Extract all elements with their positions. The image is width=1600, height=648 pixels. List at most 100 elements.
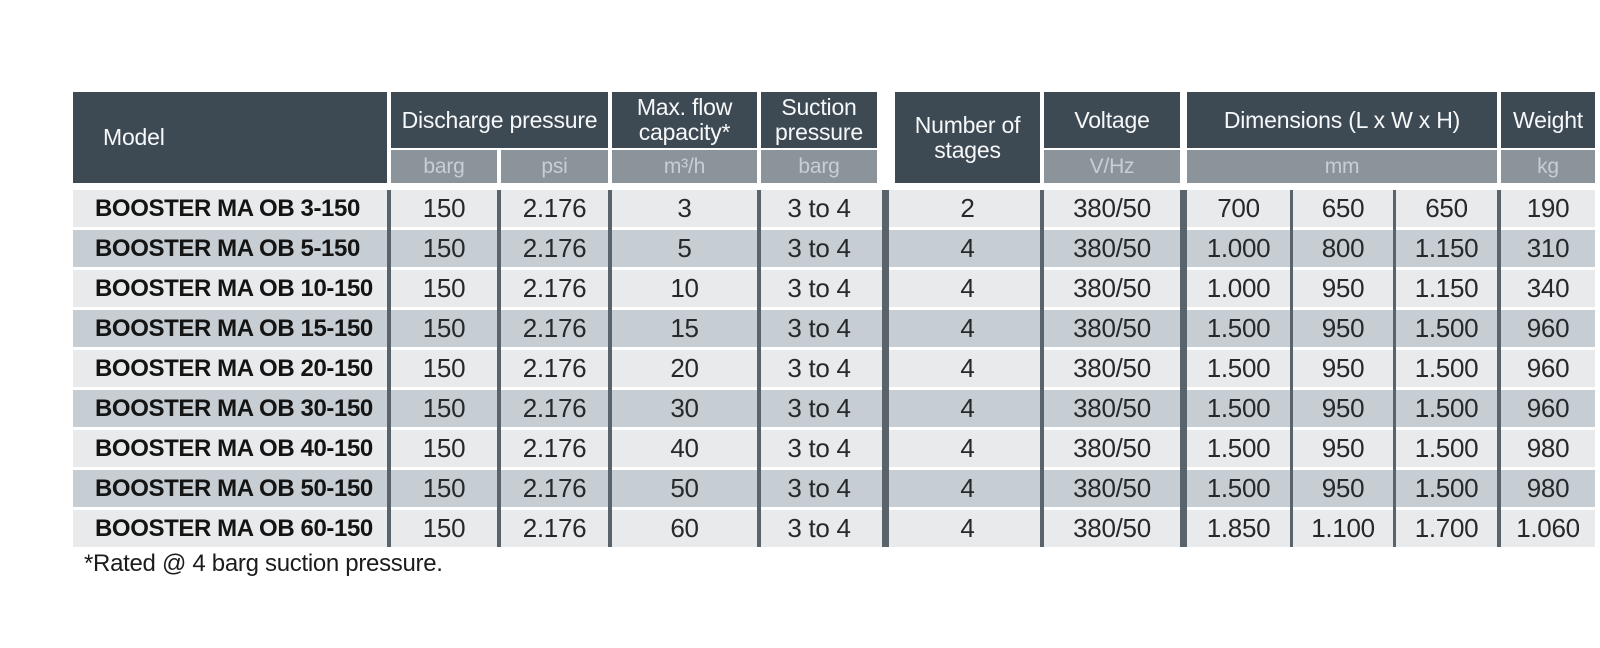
cell-dimension-w: 950 bbox=[1321, 273, 1365, 303]
cell-weight: 310 bbox=[1526, 233, 1570, 263]
cell-dimension-l: 1.500 bbox=[1206, 433, 1271, 463]
cell-voltage: 380/50 bbox=[1073, 313, 1151, 343]
cell-weight: 1.060 bbox=[1516, 513, 1580, 543]
cell-dimension-l: 1.500 bbox=[1206, 353, 1271, 383]
cell-dimension-l: 1.500 bbox=[1206, 313, 1271, 343]
cell-stages: 4 bbox=[960, 433, 975, 463]
cell-dimension-h: 1.500 bbox=[1414, 313, 1479, 343]
cell-stages: 4 bbox=[960, 273, 975, 303]
unit-flow-m3h: m³/h bbox=[612, 150, 757, 183]
cell-suction-pressure: 3 to 4 bbox=[787, 193, 851, 223]
cell-dimension-l: 1.850 bbox=[1206, 513, 1271, 543]
cell-weight: 980 bbox=[1526, 473, 1570, 503]
cell-model: BOOSTER MA OB 60-150 bbox=[95, 514, 373, 542]
cell-model: BOOSTER MA OB 40-150 bbox=[95, 434, 373, 462]
header-max-flow-capacity: Max. flow capacity* bbox=[612, 92, 757, 148]
cell-stages: 2 bbox=[960, 193, 975, 223]
unit-voltage-vhz: V/Hz bbox=[1044, 150, 1180, 183]
cell-dimension-l: 1.500 bbox=[1206, 473, 1271, 503]
cell-voltage: 380/50 bbox=[1073, 273, 1151, 303]
header-number-of-stages: Number of stages bbox=[895, 92, 1040, 183]
cell-discharge-barg: 150 bbox=[422, 233, 466, 263]
cell-discharge-psi: 2.176 bbox=[522, 473, 587, 503]
cell-discharge-psi: 2.176 bbox=[522, 353, 587, 383]
cell-dimension-w: 950 bbox=[1321, 473, 1365, 503]
cell-stages: 4 bbox=[960, 233, 975, 263]
cell-discharge-barg: 150 bbox=[422, 193, 466, 223]
cell-discharge-psi: 2.176 bbox=[522, 313, 587, 343]
cell-dimension-w: 950 bbox=[1321, 393, 1365, 423]
cell-model: BOOSTER MA OB 10-150 bbox=[95, 274, 373, 302]
cell-dimension-h: 1.700 bbox=[1414, 513, 1479, 543]
table-header: Model Discharge pressure Max. flow capac… bbox=[73, 92, 1595, 183]
cell-suction-pressure: 3 to 4 bbox=[787, 513, 851, 543]
header-discharge-pressure: Discharge pressure bbox=[391, 92, 608, 148]
table-row: BOOSTER MA OB 60-150 150 2.176 60 3 to 4… bbox=[73, 510, 1595, 547]
cell-stages: 4 bbox=[960, 513, 975, 543]
header-voltage: Voltage bbox=[1044, 92, 1180, 148]
cell-max-flow: 40 bbox=[670, 433, 699, 463]
table-row: BOOSTER MA OB 5-150 150 2.176 5 3 to 4 4… bbox=[73, 230, 1595, 267]
cell-suction-pressure: 3 to 4 bbox=[787, 433, 851, 463]
cell-max-flow: 15 bbox=[670, 313, 699, 343]
cell-dimension-h: 1.150 bbox=[1414, 273, 1479, 303]
cell-dimension-w: 650 bbox=[1321, 193, 1365, 223]
cell-suction-pressure: 3 to 4 bbox=[787, 313, 851, 343]
header-model: Model bbox=[73, 92, 387, 183]
cell-suction-pressure: 3 to 4 bbox=[787, 393, 851, 423]
cell-max-flow: 30 bbox=[670, 393, 699, 423]
cell-stages: 4 bbox=[960, 313, 975, 343]
cell-suction-pressure: 3 to 4 bbox=[787, 353, 851, 383]
cell-voltage: 380/50 bbox=[1073, 473, 1151, 503]
cell-dimension-h: 1.500 bbox=[1414, 353, 1479, 383]
cell-weight: 340 bbox=[1526, 273, 1570, 303]
cell-discharge-psi: 2.176 bbox=[522, 513, 587, 543]
cell-dimension-h: 650 bbox=[1425, 193, 1468, 223]
cell-max-flow: 3 bbox=[677, 193, 692, 223]
cell-discharge-barg: 150 bbox=[422, 273, 466, 303]
cell-max-flow: 10 bbox=[670, 273, 699, 303]
cell-discharge-psi: 2.176 bbox=[522, 233, 587, 263]
cell-voltage: 380/50 bbox=[1073, 433, 1151, 463]
cell-discharge-psi: 2.176 bbox=[522, 433, 587, 463]
cell-discharge-psi: 2.176 bbox=[522, 193, 587, 223]
cell-discharge-barg: 150 bbox=[422, 433, 466, 463]
cell-model: BOOSTER MA OB 15-150 bbox=[95, 314, 373, 342]
unit-discharge-barg: barg bbox=[391, 150, 497, 183]
cell-suction-pressure: 3 to 4 bbox=[787, 233, 851, 263]
cell-discharge-barg: 150 bbox=[422, 353, 466, 383]
table-row: BOOSTER MA OB 30-150 150 2.176 30 3 to 4… bbox=[73, 390, 1595, 427]
cell-stages: 4 bbox=[960, 473, 975, 503]
table-row: BOOSTER MA OB 3-150 150 2.176 3 3 to 4 2… bbox=[73, 190, 1595, 227]
header-suction-pressure: Suction pressure bbox=[761, 92, 877, 148]
table-row: BOOSTER MA OB 10-150 150 2.176 10 3 to 4… bbox=[73, 270, 1595, 307]
header-dimensions: Dimensions (L x W x H) bbox=[1187, 92, 1497, 148]
cell-voltage: 380/50 bbox=[1073, 353, 1151, 383]
header-weight: Weight bbox=[1501, 92, 1595, 148]
cell-discharge-barg: 150 bbox=[422, 473, 466, 503]
cell-dimension-l: 1.000 bbox=[1206, 273, 1271, 303]
cell-weight: 190 bbox=[1526, 193, 1570, 223]
cell-discharge-barg: 150 bbox=[422, 393, 466, 423]
cell-dimension-l: 700 bbox=[1217, 193, 1260, 223]
cell-dimension-h: 1.150 bbox=[1414, 233, 1479, 263]
cell-suction-pressure: 3 to 4 bbox=[787, 473, 851, 503]
cell-weight: 960 bbox=[1526, 313, 1570, 343]
cell-stages: 4 bbox=[960, 393, 975, 423]
cell-model: BOOSTER MA OB 20-150 bbox=[95, 354, 373, 382]
cell-max-flow: 60 bbox=[670, 513, 699, 543]
table-row: BOOSTER MA OB 50-150 150 2.176 50 3 to 4… bbox=[73, 470, 1595, 507]
cell-dimension-w: 950 bbox=[1321, 313, 1365, 343]
cell-model: BOOSTER MA OB 30-150 bbox=[95, 394, 373, 422]
cell-dimension-w: 950 bbox=[1321, 433, 1365, 463]
unit-discharge-psi: psi bbox=[501, 150, 608, 183]
cell-model: BOOSTER MA OB 5-150 bbox=[95, 234, 360, 262]
cell-discharge-barg: 150 bbox=[422, 513, 466, 543]
cell-dimension-h: 1.500 bbox=[1414, 393, 1479, 423]
cell-voltage: 380/50 bbox=[1073, 193, 1151, 223]
unit-dimensions-mm: mm bbox=[1187, 150, 1497, 183]
cell-model: BOOSTER MA OB 3-150 bbox=[95, 194, 360, 222]
cell-max-flow: 50 bbox=[670, 473, 699, 503]
cell-discharge-psi: 2.176 bbox=[522, 393, 587, 423]
